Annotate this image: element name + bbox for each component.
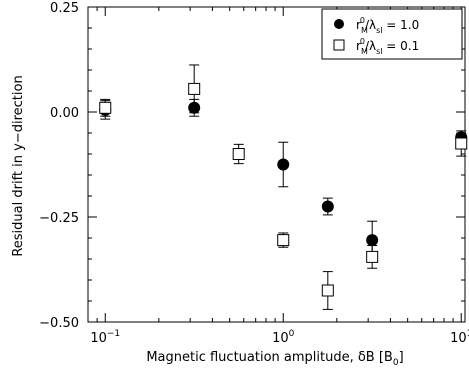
legend-label: rM0/λsl = 0.1	[356, 37, 419, 56]
data-point	[188, 82, 201, 95]
tick-labels: 10−1 100 101 0.25 0.00 −0.25 −0.50	[39, 1, 469, 346]
x-tick-label: 100	[272, 329, 295, 346]
data-point	[321, 200, 334, 213]
y-tick-label: −0.25	[39, 211, 79, 226]
y-tick-label: 0.25	[50, 1, 79, 16]
legend: rM0/λsl = 1.0 rM0/λsl = 0.1	[321, 8, 463, 60]
series	[99, 64, 468, 310]
data-point	[366, 250, 379, 263]
legend-label: rM0/λsl = 1.0	[356, 16, 419, 35]
y-tick-label: 0.00	[50, 106, 79, 121]
data-point	[232, 148, 245, 160]
plot-frame	[87, 6, 466, 323]
x-axis-title: Magnetic fluctuation amplitude, δB [B0]	[146, 350, 403, 368]
data-point	[99, 101, 112, 114]
data-point	[277, 158, 290, 171]
series-2	[99, 64, 468, 310]
data-point	[277, 234, 290, 247]
legend-marker	[334, 19, 344, 29]
legend-box	[321, 8, 463, 60]
axes	[87, 6, 466, 323]
y-axis-title: Residual drift in y−direction	[11, 75, 26, 256]
y-tick-label: −0.50	[39, 316, 79, 331]
x-tick-label: 101	[450, 329, 469, 346]
legend-marker	[333, 39, 345, 51]
data-point	[366, 234, 379, 247]
data-point	[321, 284, 334, 297]
data-point	[455, 137, 468, 150]
x-tick-label: 10−1	[90, 329, 120, 346]
